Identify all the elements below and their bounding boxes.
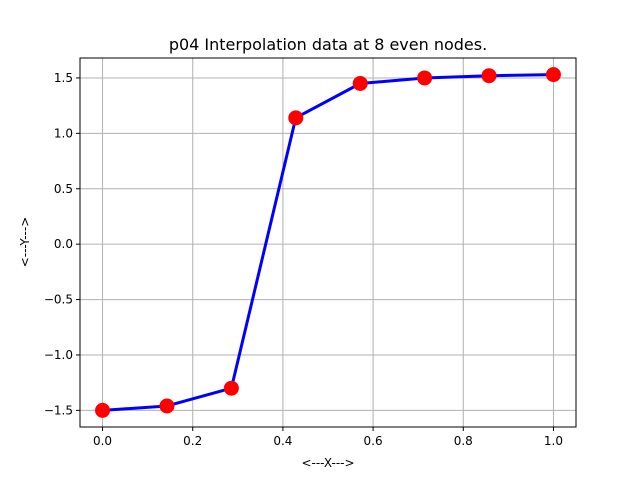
data-point xyxy=(481,68,497,84)
plot-frame xyxy=(79,57,577,428)
data-point xyxy=(545,67,561,83)
x-axis-label: <---X---> xyxy=(301,456,354,470)
x-tick-label: 0.6 xyxy=(364,434,383,448)
y-tick-label: 1.5 xyxy=(54,71,73,85)
y-tick-label: −1.0 xyxy=(44,348,73,362)
x-tick-label: 0.0 xyxy=(93,434,112,448)
x-tick-label: 0.4 xyxy=(273,434,292,448)
data-point xyxy=(417,70,433,86)
y-tick-label: 1.0 xyxy=(54,126,73,140)
data-point xyxy=(352,75,368,91)
x-tick-label: 1.0 xyxy=(544,434,563,448)
y-tick-label: −0.5 xyxy=(44,293,73,307)
y-axis: −1.5 −1.0 −0.5 0.0 0.5 1.0 1.5 xyxy=(44,71,80,417)
y-tick-label: 0.5 xyxy=(54,182,73,196)
series xyxy=(95,67,561,418)
y-tick-label: −1.5 xyxy=(44,403,73,417)
data-point xyxy=(159,398,175,414)
data-point xyxy=(288,110,304,126)
chart-title: p04 Interpolation data at 8 even nodes. xyxy=(169,35,487,54)
y-tick-label: 0.0 xyxy=(54,237,73,251)
series-line xyxy=(102,73,554,412)
data-point xyxy=(223,380,239,396)
y-axis-label: <---Y---> xyxy=(18,217,32,268)
x-tick-label: 0.2 xyxy=(183,434,202,448)
x-tick-label: 0.8 xyxy=(454,434,473,448)
data-point xyxy=(95,402,111,418)
x-axis: 0.0 0.2 0.4 0.6 0.8 1.0 xyxy=(93,427,563,448)
grid xyxy=(80,58,576,427)
